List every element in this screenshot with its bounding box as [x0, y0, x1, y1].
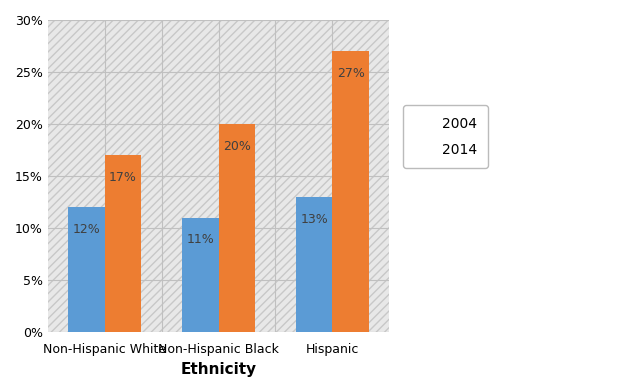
X-axis label: Ethnicity: Ethnicity [180, 362, 257, 377]
Bar [68, 207, 105, 332]
Text: 13%: 13% [300, 212, 328, 226]
Legend: 2004, 2014: 2004, 2014 [403, 105, 488, 168]
Text: 17%: 17% [109, 171, 137, 184]
Text: 27%: 27% [337, 67, 365, 80]
Text: 12%: 12% [73, 223, 101, 236]
Bar [182, 218, 218, 332]
Bar [48, 20, 389, 72]
Bar [105, 155, 141, 332]
Bar [296, 197, 333, 332]
Bar [48, 72, 389, 124]
FancyBboxPatch shape [48, 20, 389, 332]
Bar [48, 280, 389, 332]
Bar [48, 228, 389, 280]
Bar [48, 176, 389, 228]
Bar [48, 124, 389, 176]
Bar [333, 51, 369, 332]
Bar [218, 124, 255, 332]
Text: 20%: 20% [223, 140, 251, 153]
Text: 11%: 11% [186, 233, 214, 247]
